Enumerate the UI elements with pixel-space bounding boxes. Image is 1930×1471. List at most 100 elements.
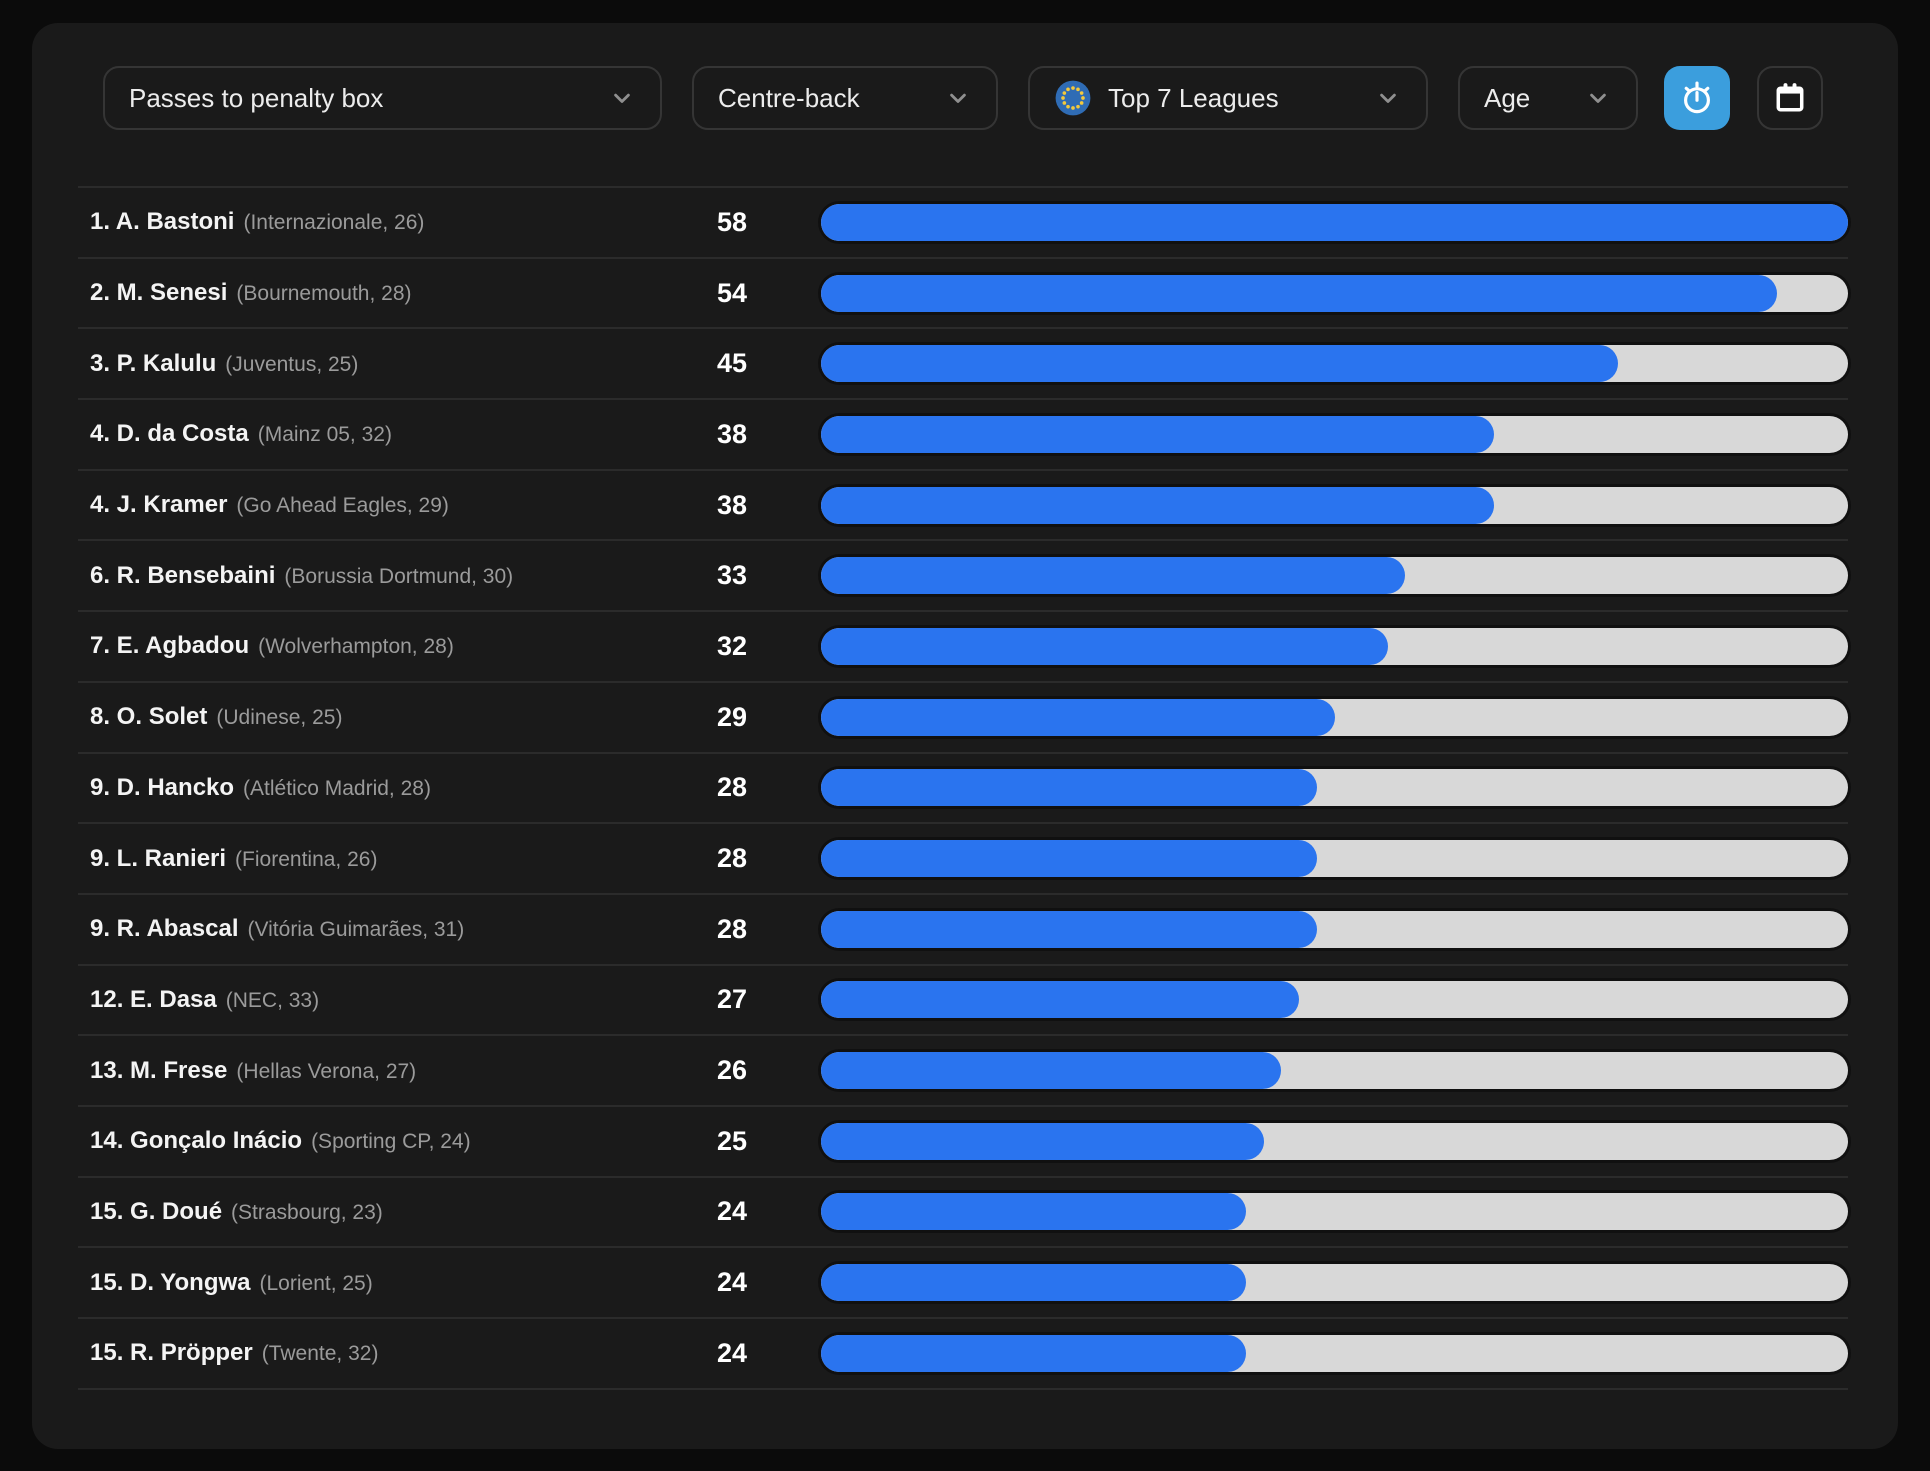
player-rank-name: 9. R. Abascal xyxy=(90,915,239,943)
player-row[interactable]: 8. O. Solet (Udinese, 25) 29 xyxy=(78,680,1848,752)
player-label: 12. E. Dasa (NEC, 33) xyxy=(90,986,687,1014)
player-row[interactable]: 15. G. Doué (Strasbourg, 23) 24 xyxy=(78,1175,1848,1247)
player-team-age: (Atlético Madrid, 28) xyxy=(243,776,431,800)
bar-track xyxy=(821,1122,1848,1160)
player-row[interactable]: 7. E. Agbadou (Wolverhampton, 28) 32 xyxy=(78,610,1848,681)
player-rank-name: 7. E. Agbadou xyxy=(90,632,250,660)
bar-fill xyxy=(821,486,1494,524)
player-value: 28 xyxy=(716,843,747,874)
player-label: 15. G. Doué (Strasbourg, 23) xyxy=(90,1198,687,1226)
filter-toolbar: Passes to penalty box Centre-back xyxy=(103,66,1823,130)
player-team-age: (Lorient, 25) xyxy=(259,1271,373,1295)
player-rank-name: 12. E. Dasa xyxy=(90,985,217,1013)
player-team-age: (NEC, 33) xyxy=(225,988,320,1012)
player-label: 2. M. Senesi (Bournemouth, 28) xyxy=(90,279,687,307)
player-value: 24 xyxy=(716,1337,747,1368)
player-rank-name: 9. D. Hancko xyxy=(90,773,235,801)
bar-track xyxy=(821,698,1848,736)
player-team-age: (Go Ahead Eagles, 29) xyxy=(236,494,449,518)
player-value: 32 xyxy=(716,630,747,661)
player-row[interactable]: 9. L. Ranieri (Fiorentina, 26) 28 xyxy=(78,822,1848,893)
player-row[interactable]: 4. J. Kramer (Go Ahead Eagles, 29) 38 xyxy=(78,468,1848,540)
timer-toggle-button[interactable] xyxy=(1664,66,1730,130)
player-label: 14. Gonçalo Inácio (Sporting CP, 24) xyxy=(90,1127,687,1155)
chevron-down-icon xyxy=(1584,84,1612,112)
bar-track xyxy=(821,345,1848,383)
position-dropdown[interactable]: Centre-back xyxy=(692,66,998,130)
stopwatch-icon xyxy=(1678,79,1716,117)
bar-track xyxy=(821,769,1848,807)
player-value: 29 xyxy=(716,701,747,732)
leaderboard-list: 1. A. Bastoni (Internazionale, 26) 58 2.… xyxy=(78,186,1848,1390)
bar-fill xyxy=(821,1264,1246,1302)
player-team-age: (Bournemouth, 28) xyxy=(236,282,412,306)
bar-track xyxy=(821,274,1848,312)
player-row[interactable]: 15. R. Pröpper (Twente, 32) 24 xyxy=(78,1317,1848,1388)
age-dropdown[interactable]: Age xyxy=(1458,66,1638,130)
metric-dropdown[interactable]: Passes to penalty box xyxy=(103,66,662,130)
bar-track xyxy=(821,910,1848,948)
player-row[interactable]: 15. D. Yongwa (Lorient, 25) 24 xyxy=(78,1246,1848,1317)
player-value: 45 xyxy=(716,348,747,379)
bar-fill xyxy=(821,769,1317,807)
player-rank-name: 13. M. Frese xyxy=(90,1056,228,1084)
player-rank-name: 4. D. da Costa xyxy=(90,420,249,448)
bar-fill xyxy=(821,274,1778,312)
player-row[interactable]: 14. Gonçalo Inácio (Sporting CP, 24) 25 xyxy=(78,1104,1848,1176)
bar-fill xyxy=(821,415,1494,453)
bar-track xyxy=(821,840,1848,878)
chevron-down-icon xyxy=(944,84,972,112)
player-rank-name: 15. G. Doué xyxy=(90,1197,223,1225)
player-row[interactable]: 12. E. Dasa (NEC, 33) 27 xyxy=(78,963,1848,1035)
player-rank-name: 9. L. Ranieri xyxy=(90,844,227,872)
player-row[interactable]: 4. D. da Costa (Mainz 05, 32) 38 xyxy=(78,398,1848,469)
player-rank-name: 2. M. Senesi xyxy=(90,279,228,307)
bar-fill xyxy=(821,698,1335,736)
player-value: 28 xyxy=(716,772,747,803)
bar-track xyxy=(821,203,1848,241)
player-label: 9. D. Hancko (Atlético Madrid, 28) xyxy=(90,774,687,802)
player-value: 38 xyxy=(716,489,747,520)
player-row[interactable]: 1. A. Bastoni (Internazionale, 26) 58 xyxy=(78,186,1848,257)
player-label: 3. P. Kalulu (Juventus, 25) xyxy=(90,350,687,378)
player-row[interactable]: 6. R. Bensebaini (Borussia Dortmund, 30)… xyxy=(78,539,1848,610)
player-rank-name: 15. R. Pröpper xyxy=(90,1339,253,1367)
league-dropdown[interactable]: Top 7 Leagues xyxy=(1028,66,1428,130)
player-team-age: (Strasbourg, 23) xyxy=(231,1200,383,1224)
calendar-button[interactable] xyxy=(1757,66,1823,130)
player-team-age: (Wolverhampton, 28) xyxy=(258,635,454,659)
player-value: 24 xyxy=(716,1196,747,1227)
bar-track xyxy=(821,1334,1848,1372)
player-team-age: (Twente, 32) xyxy=(261,1342,379,1366)
player-row[interactable]: 2. M. Senesi (Bournemouth, 28) 54 xyxy=(78,256,1848,328)
player-value: 25 xyxy=(716,1125,747,1156)
player-team-age: (Fiorentina, 26) xyxy=(235,847,378,871)
player-value: 28 xyxy=(716,913,747,944)
league-dropdown-label: Top 7 Leagues xyxy=(1108,82,1279,113)
player-row[interactable]: 13. M. Frese (Hellas Verona, 27) 26 xyxy=(78,1034,1848,1105)
bar-track xyxy=(821,1264,1848,1302)
age-dropdown-label: Age xyxy=(1484,82,1531,113)
player-value: 58 xyxy=(716,206,747,237)
player-rank-name: 4. J. Kramer xyxy=(90,491,228,519)
player-row[interactable]: 9. D. Hancko (Atlético Madrid, 28) 28 xyxy=(78,751,1848,823)
player-value: 27 xyxy=(716,984,747,1015)
player-team-age: (Udinese, 25) xyxy=(216,706,343,730)
metric-dropdown-label: Passes to penalty box xyxy=(129,82,384,113)
eu-flag-icon xyxy=(1054,79,1092,117)
bar-track xyxy=(821,415,1848,453)
bar-track xyxy=(821,557,1848,595)
player-label: 4. J. Kramer (Go Ahead Eagles, 29) xyxy=(90,491,687,519)
player-label: 9. R. Abascal (Vitória Guimarães, 31) xyxy=(90,915,687,943)
player-team-age: (Sporting CP, 24) xyxy=(311,1130,471,1154)
bar-track xyxy=(821,1052,1848,1090)
player-row[interactable]: 3. P. Kalulu (Juventus, 25) 45 xyxy=(78,327,1848,398)
player-label: 7. E. Agbadou (Wolverhampton, 28) xyxy=(90,632,687,660)
bar-track xyxy=(821,627,1848,665)
bar-fill xyxy=(821,840,1317,878)
player-row[interactable]: 9. R. Abascal (Vitória Guimarães, 31) 28 xyxy=(78,892,1848,964)
player-value: 33 xyxy=(716,560,747,591)
bar-track xyxy=(821,981,1848,1019)
bar-fill xyxy=(821,627,1388,665)
player-rank-name: 14. Gonçalo Inácio xyxy=(90,1127,303,1155)
